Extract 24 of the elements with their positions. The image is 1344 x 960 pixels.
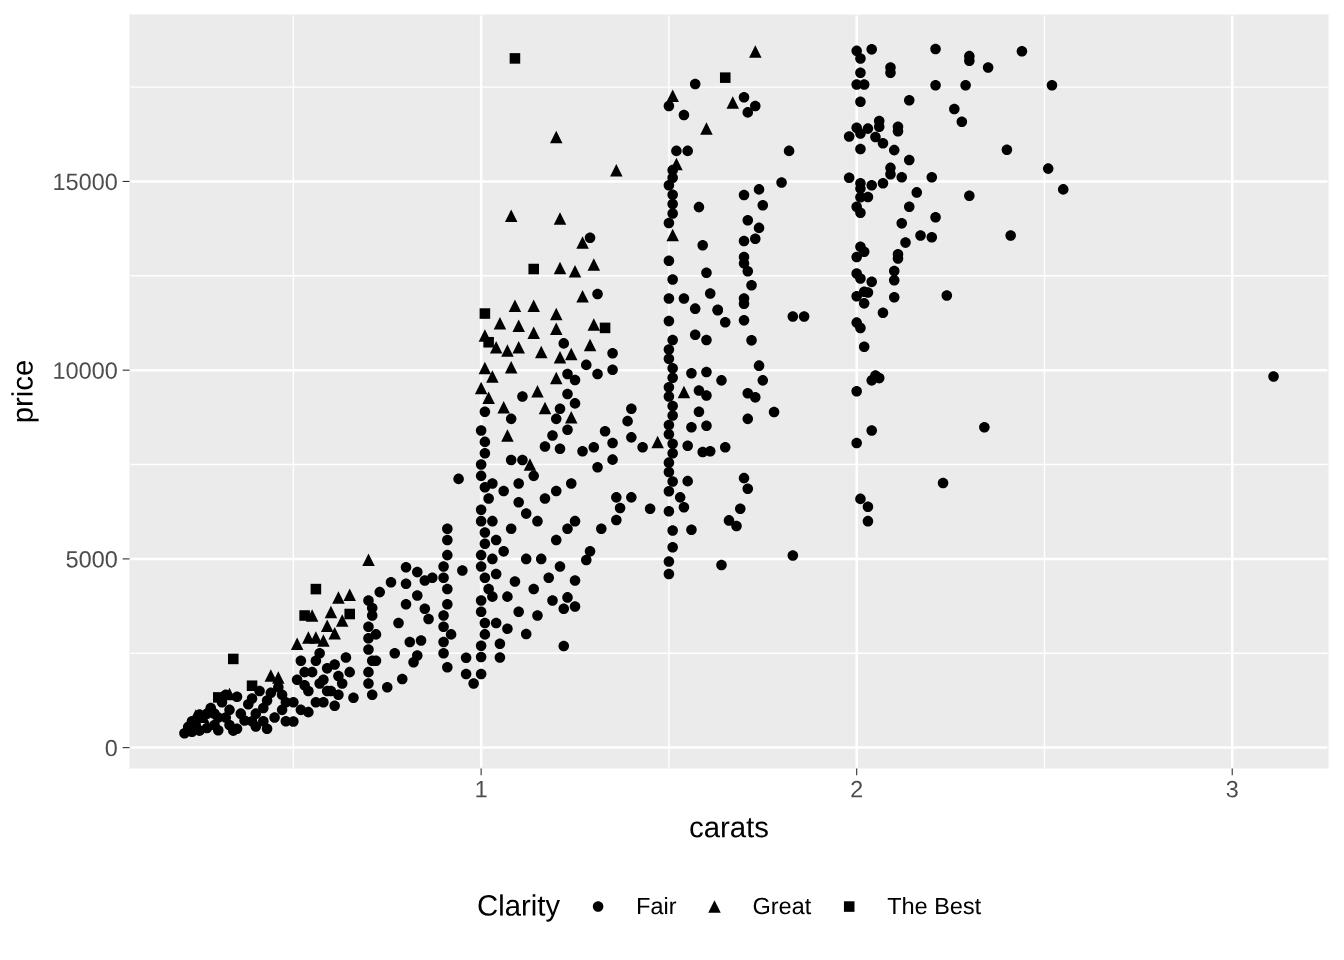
point: [299, 610, 310, 621]
legend-label: Fair: [638, 897, 677, 915]
point: [344, 608, 355, 620]
point: [479, 308, 491, 319]
y-axis-title: price: [11, 361, 39, 422]
point: [310, 583, 322, 595]
point: [228, 653, 239, 665]
point: [483, 336, 494, 348]
point: [509, 53, 521, 64]
y-tick-label: 10000: [54, 362, 117, 379]
y-tick-label: 0: [105, 739, 117, 757]
point: [246, 680, 258, 691]
point: [719, 72, 731, 83]
x-axis-title: carats: [690, 818, 768, 838]
point: [528, 263, 539, 275]
x-tick-label: 2: [851, 780, 863, 798]
legend-title: Clarity: [478, 894, 561, 922]
point: [599, 322, 611, 334]
y-tick-label: 5000: [66, 551, 117, 568]
legend-label: The Best: [887, 897, 981, 915]
y-tick-label: 15000: [54, 173, 117, 191]
legend-label: Great: [753, 897, 812, 915]
x-tick-label: 1: [476, 781, 487, 798]
x-tick-label: 3: [1226, 780, 1238, 798]
